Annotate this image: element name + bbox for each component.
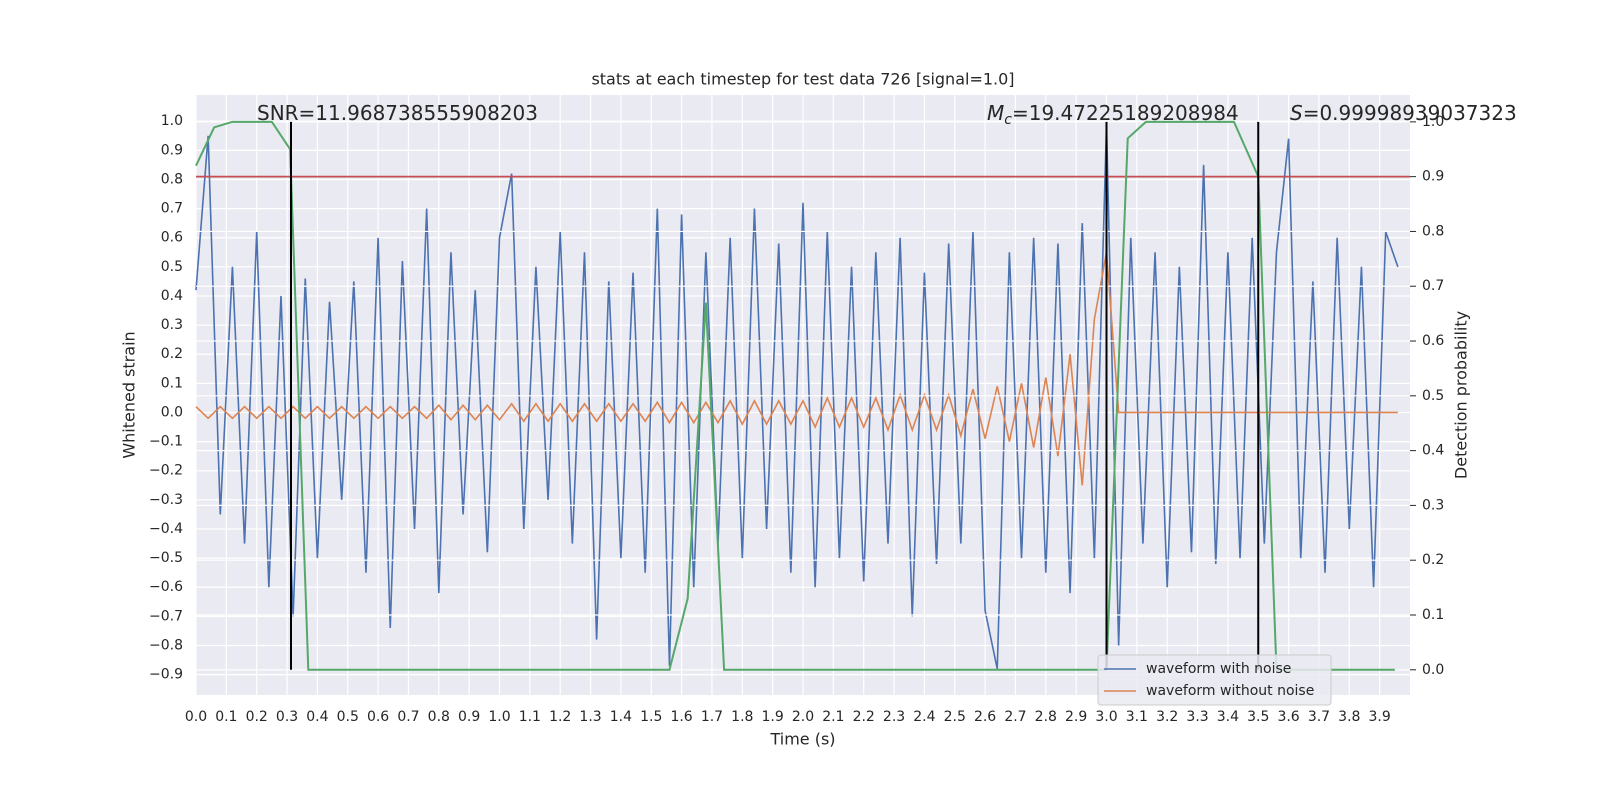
y-tick-label: −0.7	[149, 608, 183, 624]
series-line	[195, 120, 1395, 671]
x-tick-label: 1.4	[610, 709, 632, 725]
x-tick-label: 3.6	[1277, 709, 1299, 725]
x-tick-label: 0.6	[367, 709, 389, 725]
y2-tick-label: 1.0	[1422, 114, 1444, 130]
annotation-symbol: S	[1290, 101, 1303, 125]
y-tick-label: 0.1	[161, 375, 183, 391]
x-tick-label: 2.4	[913, 709, 935, 725]
y2-tick-label: 0.0	[1422, 662, 1444, 678]
x-tick-label: 0.2	[246, 709, 268, 725]
x-tick-label: 0.8	[428, 709, 450, 725]
y-tick-label: −0.2	[149, 463, 183, 479]
x-tick-label: 3.7	[1308, 709, 1330, 725]
x-tick-label: 0.4	[306, 709, 328, 725]
y2-tick-label: 0.6	[1422, 333, 1444, 349]
y2-tick-label: 0.7	[1422, 278, 1444, 294]
x-tick-label: 0.1	[215, 709, 237, 725]
series-line	[195, 252, 1398, 486]
y-axis-label: Whitened strain	[120, 331, 139, 458]
x-tick-label: 2.6	[974, 709, 996, 725]
x-tick-label: 3.0	[1095, 709, 1117, 725]
y-tick-label: 0.0	[161, 404, 183, 420]
y-tick-label: 1.0	[161, 113, 183, 129]
x-tick-label: 2.9	[1065, 709, 1087, 725]
x-tick-label: 2.8	[1035, 709, 1057, 725]
annotation: Mc=19.47225189208984	[987, 101, 1239, 129]
annotation-text: =0.99998939037323	[1303, 101, 1517, 125]
series-line	[195, 124, 1399, 669]
x-tick-label: 1.1	[519, 709, 541, 725]
x-tick-label: 2.1	[822, 709, 844, 725]
y-tick-label: 0.8	[161, 171, 183, 187]
x-tick-label: 3.4	[1217, 709, 1239, 725]
x-tick-label: 3.8	[1338, 709, 1360, 725]
x-tick-label: 1.0	[488, 709, 510, 725]
x-tick-label: 0.0	[185, 709, 207, 725]
y-tick-label: 0.5	[161, 259, 183, 275]
y-tick-label: −0.8	[149, 637, 183, 653]
y-tick-label: 0.3	[161, 317, 183, 333]
x-tick-label: 3.5	[1247, 709, 1269, 725]
annotation-symbol: M	[987, 101, 1004, 125]
y-tick-label: −0.9	[149, 667, 183, 683]
x-tick-label: 2.2	[853, 709, 875, 725]
x-tick-label: 2.5	[944, 709, 966, 725]
annotation-text: SNR=11.968738555908203	[257, 101, 538, 125]
annotation-text: =19.47225189208984	[1012, 101, 1239, 125]
chart-title: stats at each timestep for test data 726…	[591, 70, 1014, 89]
x-tick-label: 2.7	[1004, 709, 1026, 725]
x-tick-label: 0.9	[458, 709, 480, 725]
y-tick-label: 0.6	[161, 230, 183, 246]
x-tick-label: 0.3	[276, 709, 298, 725]
y-tick-label: −0.3	[149, 492, 183, 508]
y-tick-label: 0.4	[161, 288, 183, 304]
y-tick-label: −0.1	[149, 434, 183, 450]
legend-box	[1097, 654, 1332, 706]
x-tick-label: 0.7	[397, 709, 419, 725]
x-tick-label: 1.9	[762, 709, 784, 725]
x-tick-label: 1.8	[731, 709, 753, 725]
x-axis-label: Time (s)	[769, 730, 835, 749]
y2-tick-label: 0.5	[1422, 388, 1444, 404]
annotation-subscript: c	[1004, 112, 1012, 128]
x-tick-label: 3.9	[1369, 709, 1391, 725]
y2-tick-label: 0.8	[1422, 223, 1444, 239]
y2-tick-label: 0.9	[1422, 169, 1444, 185]
x-tick-label: 1.6	[670, 709, 692, 725]
x-tick-label: 3.3	[1186, 709, 1208, 725]
x-tick-label: 3.2	[1156, 709, 1178, 725]
y-tick-label: 0.2	[161, 346, 183, 362]
legend-label: waveform with noise	[1146, 661, 1291, 677]
x-tick-label: 2.3	[883, 709, 905, 725]
legend-label: waveform without noise	[1146, 683, 1314, 699]
annotation: SNR=11.968738555908203	[257, 101, 538, 125]
y2-axis-label: Detection probability	[1452, 311, 1471, 479]
x-tick-label: 2.0	[792, 709, 814, 725]
y-tick-label: 0.9	[161, 142, 183, 158]
y2-tick-label: 0.3	[1422, 497, 1444, 513]
y-tick-label: −0.6	[149, 579, 183, 595]
x-tick-label: 1.2	[549, 709, 571, 725]
x-tick-label: 0.5	[337, 709, 359, 725]
x-tick-label: 1.7	[701, 709, 723, 725]
y-tick-label: 0.7	[161, 201, 183, 217]
y2-tick-label: 0.1	[1422, 607, 1444, 623]
y2-tick-label: 0.2	[1422, 552, 1444, 568]
x-tick-label: 3.1	[1126, 709, 1148, 725]
y-tick-label: −0.4	[149, 521, 183, 537]
y-tick-label: −0.5	[149, 550, 183, 566]
annotation: S=0.99998939037323	[1290, 101, 1517, 125]
y2-tick-label: 0.4	[1422, 443, 1444, 459]
x-tick-label: 1.5	[640, 709, 662, 725]
x-tick-label: 1.3	[579, 709, 601, 725]
